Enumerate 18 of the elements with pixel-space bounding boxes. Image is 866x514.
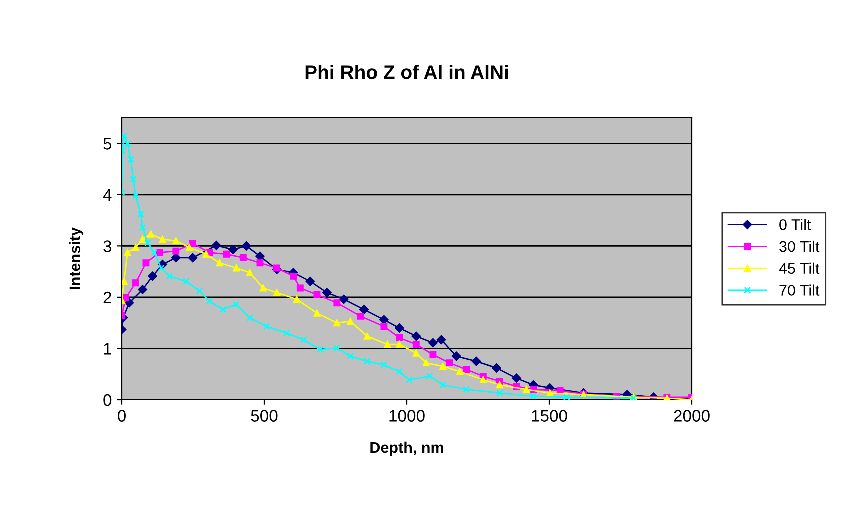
y-tick-label: 2 xyxy=(104,292,112,304)
y-axis-title: Intensity xyxy=(69,228,84,290)
y-tick-label: 0 xyxy=(104,394,112,406)
y-tick-label: 3 xyxy=(104,240,112,252)
legend-label: 30 Tilt xyxy=(780,240,820,252)
x-tick-label: 1500 xyxy=(532,410,568,422)
x-tick-label: 500 xyxy=(251,410,278,422)
legend-label: 70 Tilt xyxy=(780,284,820,296)
chart-title: Phi Rho Z of Al in AlNi xyxy=(306,65,508,80)
x-tick-label: 1000 xyxy=(390,410,425,422)
x-tick-label: 0 xyxy=(118,410,126,422)
y-tick-label: 1 xyxy=(104,343,112,355)
x-axis-title: Depth, nm xyxy=(370,442,444,456)
legend-label: 45 Tilt xyxy=(779,262,820,274)
y-tick-label: 4 xyxy=(103,189,112,201)
y-tick-label: 5 xyxy=(104,138,112,150)
legend-label: 0 Tilt xyxy=(780,219,812,230)
x-tick-label: 2000 xyxy=(674,410,710,422)
